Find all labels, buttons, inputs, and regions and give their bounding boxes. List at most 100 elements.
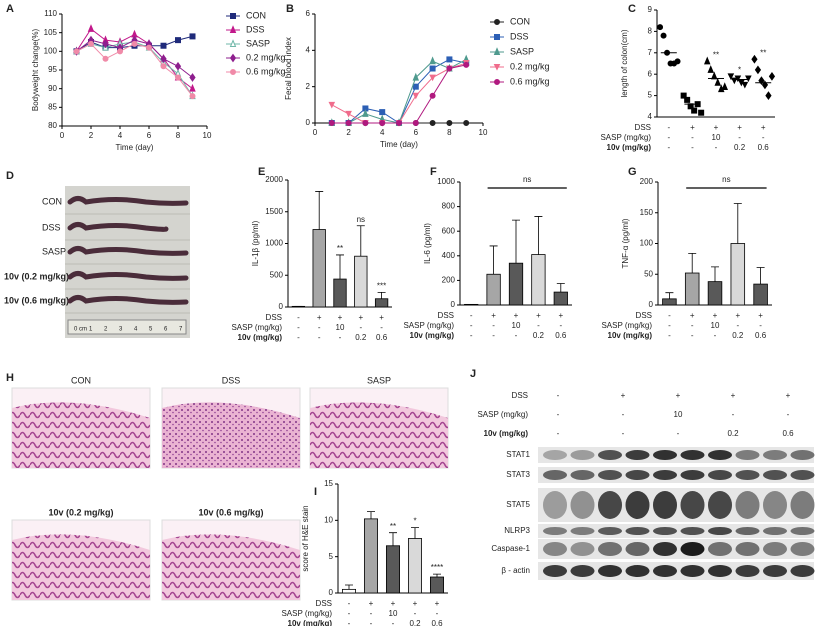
condition-value: - [470, 321, 473, 330]
condition-value: - [622, 410, 625, 419]
series-line [76, 41, 193, 97]
x-tick-label: 2 [346, 128, 351, 137]
error-bar [315, 191, 324, 230]
tissue [162, 402, 300, 468]
blot-band [735, 527, 760, 535]
panel-label: G [628, 166, 637, 178]
condition-value: 10 [711, 321, 720, 330]
condition-value: + [338, 313, 343, 322]
condition-value: + [690, 311, 695, 320]
y-tick-label: 0 [329, 588, 334, 597]
panel-label: H [6, 372, 14, 384]
marker [229, 53, 237, 63]
marker [345, 120, 352, 126]
marker [493, 47, 501, 55]
blot-band [790, 450, 815, 460]
marker [396, 120, 402, 126]
condition-value: + [690, 123, 695, 132]
condition-value: + [621, 391, 626, 400]
marker [707, 65, 714, 73]
condition-value: + [786, 391, 791, 400]
bar [407, 538, 422, 594]
marker [741, 81, 749, 89]
blot-band [570, 527, 595, 535]
y-tick-label: 0 [279, 302, 284, 311]
condition-value: 10 [512, 321, 521, 330]
condition-label: DSS [635, 123, 651, 132]
condition-value: - [691, 331, 694, 340]
colon [67, 295, 189, 305]
ruler-label: 6 [164, 327, 168, 333]
blot-band [598, 470, 622, 480]
condition-value: - [370, 619, 373, 626]
histology-label: CON [71, 375, 91, 385]
condition-value: - [380, 323, 383, 332]
condition-value: - [318, 333, 321, 342]
colon [67, 271, 189, 281]
condition-value: + [369, 599, 374, 608]
blot-band [543, 527, 567, 535]
y-axis-label: Bodyweight change(%) [31, 29, 40, 112]
condition-value: - [732, 410, 735, 419]
y-tick-label: 85 [48, 102, 57, 111]
marker [721, 82, 728, 91]
marker [412, 120, 419, 126]
marker [711, 71, 718, 80]
y-tick-label: 800 [442, 202, 456, 211]
condition-value: + [713, 311, 718, 320]
x-tick-label: 8 [447, 128, 452, 137]
bar [662, 298, 677, 306]
condition-value: 0.2 [734, 143, 746, 152]
condition-value: + [379, 313, 384, 322]
marker [117, 48, 123, 55]
condition-value: 0.6 [755, 331, 767, 340]
condition-value: - [714, 331, 717, 340]
error-bar [489, 245, 498, 275]
condition-value: - [691, 133, 694, 142]
blot-band [653, 542, 677, 556]
condition-label: SASP (mg/kg) [231, 323, 282, 332]
condition-value: 0.2 [727, 429, 739, 438]
bar [730, 243, 746, 306]
marker [429, 120, 436, 126]
condition-value: - [318, 323, 321, 332]
condition-value: + [761, 123, 766, 132]
y-tick-label: 200 [442, 276, 456, 285]
error-bar [512, 219, 520, 264]
error-bar [711, 266, 719, 282]
marker [446, 65, 453, 72]
panel-label: D [6, 170, 14, 182]
error-bar [411, 527, 419, 539]
y-tick-label: 110 [44, 9, 57, 18]
condition-value: - [738, 133, 741, 142]
blot-band [653, 491, 677, 519]
condition-value: 10 [712, 133, 721, 142]
blot-band [763, 542, 787, 556]
bar [341, 588, 356, 594]
bar [508, 262, 524, 306]
blot-band [570, 450, 595, 460]
condition-label: SASP (mg/kg) [477, 410, 528, 419]
error-bar [688, 252, 697, 274]
error-bar [733, 203, 742, 244]
blot-band [790, 527, 815, 535]
significance: *** [377, 282, 386, 291]
condition-value: + [536, 311, 541, 320]
marker [379, 109, 386, 116]
condition-value: - [297, 313, 300, 322]
legend-label: DSS [510, 31, 529, 41]
marker [412, 92, 420, 100]
significance: ** [713, 50, 719, 59]
panel-label: F [430, 166, 437, 178]
x-tick-label: 0 [60, 131, 65, 140]
y-tick-label: 0 [451, 300, 456, 309]
marker [754, 65, 762, 75]
blot-band [543, 491, 567, 519]
condition-label: DSS [316, 599, 332, 608]
condition-value: 10 [389, 609, 398, 618]
blot-band [570, 470, 595, 480]
condition-value: - [759, 321, 762, 330]
blot-band [680, 565, 705, 577]
series-line [331, 62, 467, 124]
